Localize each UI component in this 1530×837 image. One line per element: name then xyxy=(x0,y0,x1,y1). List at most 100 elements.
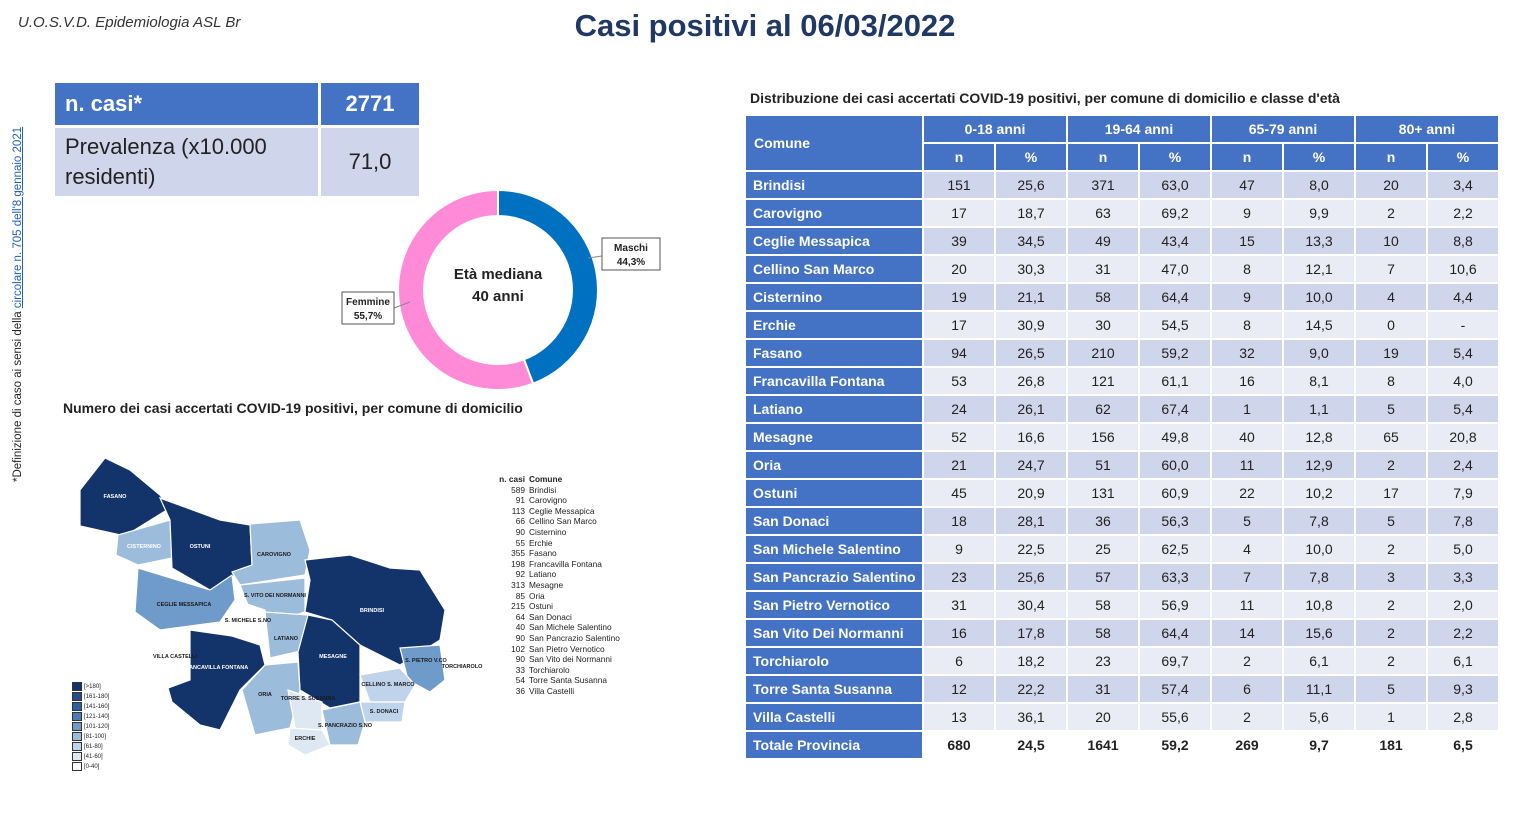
cell-count: 53 xyxy=(922,366,996,396)
legend-comune: Francavilla Fontana xyxy=(529,558,602,569)
region-oria xyxy=(241,661,301,736)
cell-count: 131 xyxy=(1066,478,1140,508)
comune-name: Mesagne xyxy=(744,422,924,452)
cell-percent: 22,2 xyxy=(994,674,1068,704)
cell-percent: 10,2 xyxy=(1282,478,1356,508)
comune-name: Torre Santa Susanna xyxy=(744,674,924,704)
map-label-sanmichele: S. MICHELE S.NO xyxy=(225,618,272,624)
cell-percent: 30,4 xyxy=(994,590,1068,620)
sub-header-percent: % xyxy=(1426,142,1500,172)
table-row: San Michele Salentino 9 22,5 25 62,5 4 10,0 2 5,… xyxy=(744,534,1500,564)
column-header-comune: Comune xyxy=(744,114,924,172)
cell-count: 9 xyxy=(1210,282,1284,312)
cell-percent: 2,0 xyxy=(1426,590,1500,620)
comune-name: San Pancrazio Salentino xyxy=(744,562,924,592)
scale-label: [141-160] xyxy=(84,704,110,710)
scale-swatch xyxy=(72,682,82,691)
cell-count: 13 xyxy=(922,702,996,732)
table-row: Carovigno 17 18,7 63 69,2 9 9,9 2 2,2 xyxy=(744,198,1500,228)
cell-percent: 60,9 xyxy=(1138,478,1212,508)
legend-row: 54 Torre Santa Susanna xyxy=(498,675,620,686)
cell-percent: 60,0 xyxy=(1138,450,1212,480)
scale-row: [61-80] xyxy=(72,742,109,752)
legend-count: 313 xyxy=(511,579,525,590)
scale-swatch xyxy=(72,692,82,701)
cell-count: 0 xyxy=(1354,310,1428,340)
cell-percent: 9,0 xyxy=(1282,338,1356,368)
comune-name: Latiano xyxy=(744,394,924,424)
legend-header-n: n. casi xyxy=(499,474,525,484)
female-slice-label: Femmine xyxy=(346,297,390,308)
cell-percent: 5,6 xyxy=(1282,702,1356,732)
legend-comune: San Pietro Vernotico xyxy=(529,643,605,654)
scale-row: [>180] xyxy=(72,682,109,692)
cell-percent: 12,9 xyxy=(1282,450,1356,480)
kpi-table: n. casi* 2771 Prevalenza (x10.000 reside… xyxy=(52,80,422,199)
cell-percent: 12,1 xyxy=(1282,254,1356,284)
map-label-carovigno: CAROVIGNO xyxy=(257,552,292,558)
map-label-sanvito: S. VITO DEI NORMANNI xyxy=(244,593,306,599)
cell-percent: 6,1 xyxy=(1426,646,1500,676)
legend-count: 198 xyxy=(511,558,525,569)
region-sanmichele xyxy=(231,599,266,641)
cell-count: 30 xyxy=(1066,310,1140,340)
cell-percent: 3,4 xyxy=(1426,170,1500,200)
donut-center-value: 40 anni xyxy=(472,288,524,305)
cell-percent: 25,6 xyxy=(994,562,1068,592)
region-sanpancrazio xyxy=(321,701,366,746)
cell-percent: 22,5 xyxy=(994,534,1068,564)
legend-comune: Cellino San Marco xyxy=(529,516,597,527)
legend-count: 40 xyxy=(515,622,525,633)
region-carovigno xyxy=(231,519,311,586)
circolare-link[interactable]: circolare n. 705 dell'8 gennaio 2021 xyxy=(12,126,24,309)
cell-percent: 8,0 xyxy=(1282,170,1356,200)
prevalence-label: Prevalenza (x10.000 residenti) xyxy=(55,128,318,196)
cell-percent: 5,4 xyxy=(1426,394,1500,424)
map-label-ostuni: OSTUNI xyxy=(190,544,211,550)
region-erchie xyxy=(287,727,331,756)
comune-name: Cisternino xyxy=(744,282,924,312)
cell-percent: 64,4 xyxy=(1138,282,1212,312)
cell-count: 5 xyxy=(1354,506,1428,536)
cell-count: 7 xyxy=(1354,254,1428,284)
cell-count: 39 xyxy=(922,226,996,256)
cell-count: 3 xyxy=(1354,562,1428,592)
cell-percent: 10,6 xyxy=(1426,254,1500,284)
column-header-age-80plus: 80+ anni xyxy=(1354,114,1500,144)
legend-count: 85 xyxy=(515,590,525,601)
scale-label: [101-120] xyxy=(84,724,110,730)
table-row: Cisternino 19 21,1 58 64,4 9 10,0 4 4,4 xyxy=(744,282,1500,312)
legend-count: 589 xyxy=(511,484,525,495)
cell-percent: 63,0 xyxy=(1138,170,1212,200)
legend-row: 55 Erchie xyxy=(498,538,620,549)
cell-count: 121 xyxy=(1066,366,1140,396)
female-slice-value: 55,7% xyxy=(354,311,382,322)
cell-percent: 9,3 xyxy=(1426,674,1500,704)
map-label-brindisi: BRINDISI xyxy=(360,608,385,614)
legend-row: 215 Ostuni xyxy=(498,601,620,612)
map-label-erchie: ERCHIE xyxy=(295,736,316,742)
cell-count: 10 xyxy=(1354,226,1428,256)
cell-percent: 13,3 xyxy=(1282,226,1356,256)
column-header-age-0-18: 0-18 anni xyxy=(922,114,1068,144)
scale-row: [101-120] xyxy=(72,722,109,732)
cell-count: 23 xyxy=(922,562,996,592)
legend-count: 33 xyxy=(515,664,525,675)
cell-percent: 69,2 xyxy=(1138,198,1212,228)
male-slice-value: 44,3% xyxy=(617,257,645,268)
legend-header-comune: Comune xyxy=(529,474,563,484)
table-row: Erchie 17 30,9 30 54,5 8 14,5 0- xyxy=(744,310,1500,340)
cell-percent: 30,3 xyxy=(994,254,1068,284)
case-definition-text: *Definizione di caso ai sensi della xyxy=(12,308,24,482)
cell-percent: 61,1 xyxy=(1138,366,1212,396)
cell-percent: 9,9 xyxy=(1282,198,1356,228)
cell-count: 9 xyxy=(1210,198,1284,228)
page-title: Casi positivi al 06/03/2022 xyxy=(574,8,956,43)
cell-count: 2 xyxy=(1354,618,1428,648)
legend-count: 113 xyxy=(511,505,525,516)
legend-comune: Brindisi xyxy=(529,484,557,495)
cell-count: 156 xyxy=(1066,422,1140,452)
legend-row: 313 Mesagne xyxy=(498,580,620,591)
map-legend: n. casi Comune 589 Brindisi 91 Carovigno 113… xyxy=(498,474,620,696)
scale-swatch xyxy=(72,752,82,761)
